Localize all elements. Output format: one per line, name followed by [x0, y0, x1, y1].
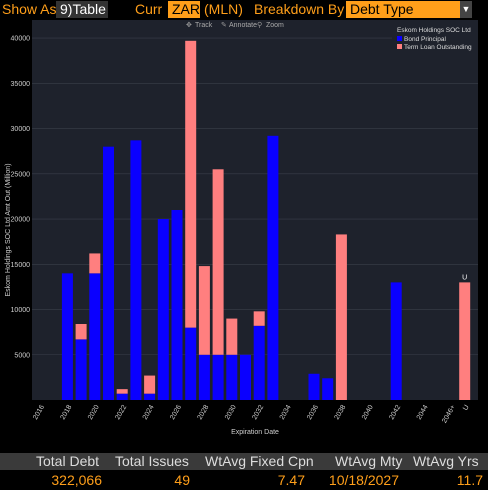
legend-title: Eskom Holdings SOC Ltd: [397, 27, 471, 34]
track-button[interactable]: ✥ Track: [186, 21, 213, 29]
bar-bond-2042: [390, 282, 402, 400]
y-tick-label: 10000: [11, 307, 31, 314]
summary-value-wtavg-mty: 10/18/2027: [328, 472, 399, 488]
bar-loan-2029: [212, 169, 224, 355]
breakdown-select[interactable]: Debt Type: [346, 1, 460, 18]
bar-bond-2036: [308, 373, 320, 400]
y-tick-label: 25000: [11, 171, 31, 178]
y-tick-label: 15000: [11, 262, 31, 269]
annotate-button[interactable]: ✎ Annotate: [221, 21, 257, 29]
y-tick-label: 40000: [11, 36, 31, 43]
bar-bond-2026: [171, 210, 183, 400]
summary-value-total-issues: 49: [174, 472, 190, 488]
summary-header-wtavg-mty: WtAvg Mty: [335, 453, 403, 469]
track-label: Track: [195, 22, 213, 29]
bar-bond-2029: [212, 354, 224, 400]
summary-value-wtavg-yrs: 11.7: [456, 472, 483, 488]
legend: Eskom Holdings SOC Ltd Bond Principal Te…: [392, 23, 478, 53]
zoom-label: Zoom: [266, 22, 284, 29]
summary-header-total-debt: Total Debt: [36, 453, 100, 469]
summary-header-wtavg-cpn: WtAvg Fixed Cpn: [205, 453, 314, 469]
y-tick-label: 20000: [11, 217, 31, 224]
bar-loan-2030: [226, 318, 238, 355]
legend-entry-bond: Bond Principal: [404, 36, 446, 43]
bar-loan-2027: [185, 40, 197, 328]
y-axis: 5000 10000 15000 20000 25000 30000 35000 40000: [11, 36, 31, 360]
bar-bond-2027: [185, 327, 197, 400]
legend-entry-loan: Term Loan Outstanding: [404, 44, 472, 51]
y-axis-label: Eskom Holdings SOC Ltd Amt Out (Million): [5, 163, 12, 296]
bar-bond-2018: [61, 273, 73, 400]
bar-loan-2019: [75, 324, 87, 340]
bar-bond-2024: [144, 393, 156, 400]
bar-loan-2020: [89, 253, 101, 274]
annotate-label: Annotate: [229, 22, 257, 29]
show-as-select[interactable]: 9)Table: [56, 1, 108, 18]
toolbar: Show As 9)Table Curr ZAR (MLN) Breakdown…: [0, 0, 488, 20]
bar-bond-2022: [116, 393, 128, 400]
breakdown-label: Breakdown By: [254, 1, 345, 17]
bar-bond-2028: [198, 354, 210, 400]
y-tick-label: 5000: [14, 352, 30, 359]
x-tick-label: U: [462, 404, 471, 412]
pencil-icon: ✎: [221, 21, 227, 29]
bar-bond-2037: [322, 378, 334, 400]
bar-loan-U: [459, 282, 471, 400]
bar-bond-2025: [157, 219, 169, 400]
bar-bond-2021: [103, 146, 114, 400]
bar-annotation: U: [462, 274, 467, 281]
bar-bond-2019: [75, 339, 87, 400]
bar-bond-2020: [89, 273, 101, 400]
bar-bond-2032: [253, 325, 265, 400]
legend-swatch-bond: [397, 36, 402, 41]
chart-tools: ✥ Track ✎ Annotate ⚲ Zoom: [186, 21, 284, 29]
bar-bond-2023: [130, 140, 142, 400]
y-tick-label: 30000: [11, 126, 31, 133]
currency-label: Curr: [135, 1, 163, 17]
bars: U: [61, 40, 471, 401]
bar-loan-2022: [116, 389, 128, 394]
magnifier-icon: ⚲: [257, 21, 262, 29]
move-icon: ✥: [186, 21, 192, 29]
show-as-label: Show As: [2, 1, 57, 17]
currency-select[interactable]: ZAR: [168, 1, 200, 18]
bar-loan-2024: [144, 375, 156, 394]
x-axis-label: Expiration Date: [231, 429, 279, 436]
y-tick-label: 35000: [11, 81, 31, 88]
summary-value-wtavg-cpn: 7.47: [277, 472, 305, 488]
bar-loan-2032: [253, 311, 265, 326]
bar-loan-2028: [198, 266, 210, 355]
zoom-button[interactable]: ⚲ Zoom: [257, 21, 284, 29]
summary-header-total-issues: Total Issues: [115, 453, 189, 469]
bar-bond-2030: [226, 354, 238, 400]
summary-value-row: 322,066 49 7.47 10/18/2027 11.7: [0, 471, 488, 489]
chevron-down-icon[interactable]: ▼: [460, 1, 472, 18]
currency-unit: (MLN): [204, 1, 243, 17]
bar-bond-2033: [267, 135, 279, 401]
debt-distribution-chart: 500010000150002000025000300003500040000 …: [0, 20, 488, 452]
bar-bond-2031: [240, 354, 251, 400]
summary-value-total-debt: 322,066: [51, 472, 102, 488]
legend-swatch-loan: [397, 44, 402, 49]
bar-loan-2038: [335, 234, 347, 400]
summary-header-wtavg-yrs: WtAvg Yrs: [413, 453, 479, 469]
summary-header-row: Total Debt Total Issues WtAvg Fixed Cpn …: [0, 453, 488, 470]
